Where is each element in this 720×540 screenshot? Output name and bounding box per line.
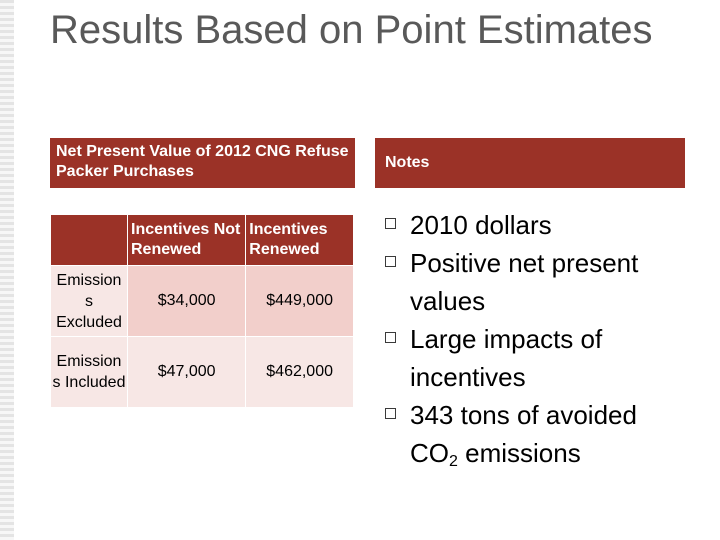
- hollow-square-bullet-icon: [385, 256, 396, 267]
- list-item: Positive net present values: [385, 244, 685, 320]
- note-text: 2010 dollars: [410, 210, 552, 240]
- row-header-emissions-included: Emission s Included: [50, 336, 128, 408]
- table-title-header: Net Present Value of 2012 CNG Refuse Pac…: [50, 138, 355, 188]
- table-cell: $34,000: [126, 265, 247, 337]
- notes-header: Notes: [375, 138, 685, 188]
- list-item: 2010 dollars: [385, 206, 685, 244]
- npv-table: Incentives Not Renewed Incentives Renewe…: [50, 214, 354, 408]
- list-item: 343 tons of avoided CO2 emissions: [385, 396, 685, 472]
- table-cell: $462,000: [245, 336, 354, 408]
- column-header-not-renewed: Incentives Not Renewed: [126, 214, 247, 266]
- list-item: Large impacts of incentives: [385, 320, 685, 396]
- slide-title: Results Based on Point Estimates: [50, 8, 653, 52]
- note-text-post: emissions: [457, 438, 581, 468]
- table-header-row: Incentives Not Renewed Incentives Renewe…: [50, 214, 354, 266]
- decorative-stripe-bar: [0, 0, 14, 540]
- hollow-square-bullet-icon: [385, 218, 396, 229]
- notes-list: 2010 dollars Positive net present values…: [385, 206, 685, 472]
- note-subscript: 2: [449, 453, 458, 470]
- table-row: Emission s Excluded $34,000 $449,000: [50, 265, 354, 337]
- note-text: Positive net present values: [410, 248, 639, 316]
- row-header-emissions-excluded: Emission s Excluded: [50, 265, 128, 337]
- note-text: Large impacts of incentives: [410, 324, 603, 392]
- note-text-pre: 343 tons of avoided CO: [410, 400, 637, 468]
- table-cell: $47,000: [126, 336, 247, 408]
- hollow-square-bullet-icon: [385, 408, 396, 419]
- column-header-renewed: Incentives Renewed: [245, 214, 354, 266]
- hollow-square-bullet-icon: [385, 332, 396, 343]
- table-row: Emission s Included $47,000 $462,000: [50, 336, 354, 408]
- table-cell: $449,000: [245, 265, 354, 337]
- table-corner-cell: [50, 214, 128, 266]
